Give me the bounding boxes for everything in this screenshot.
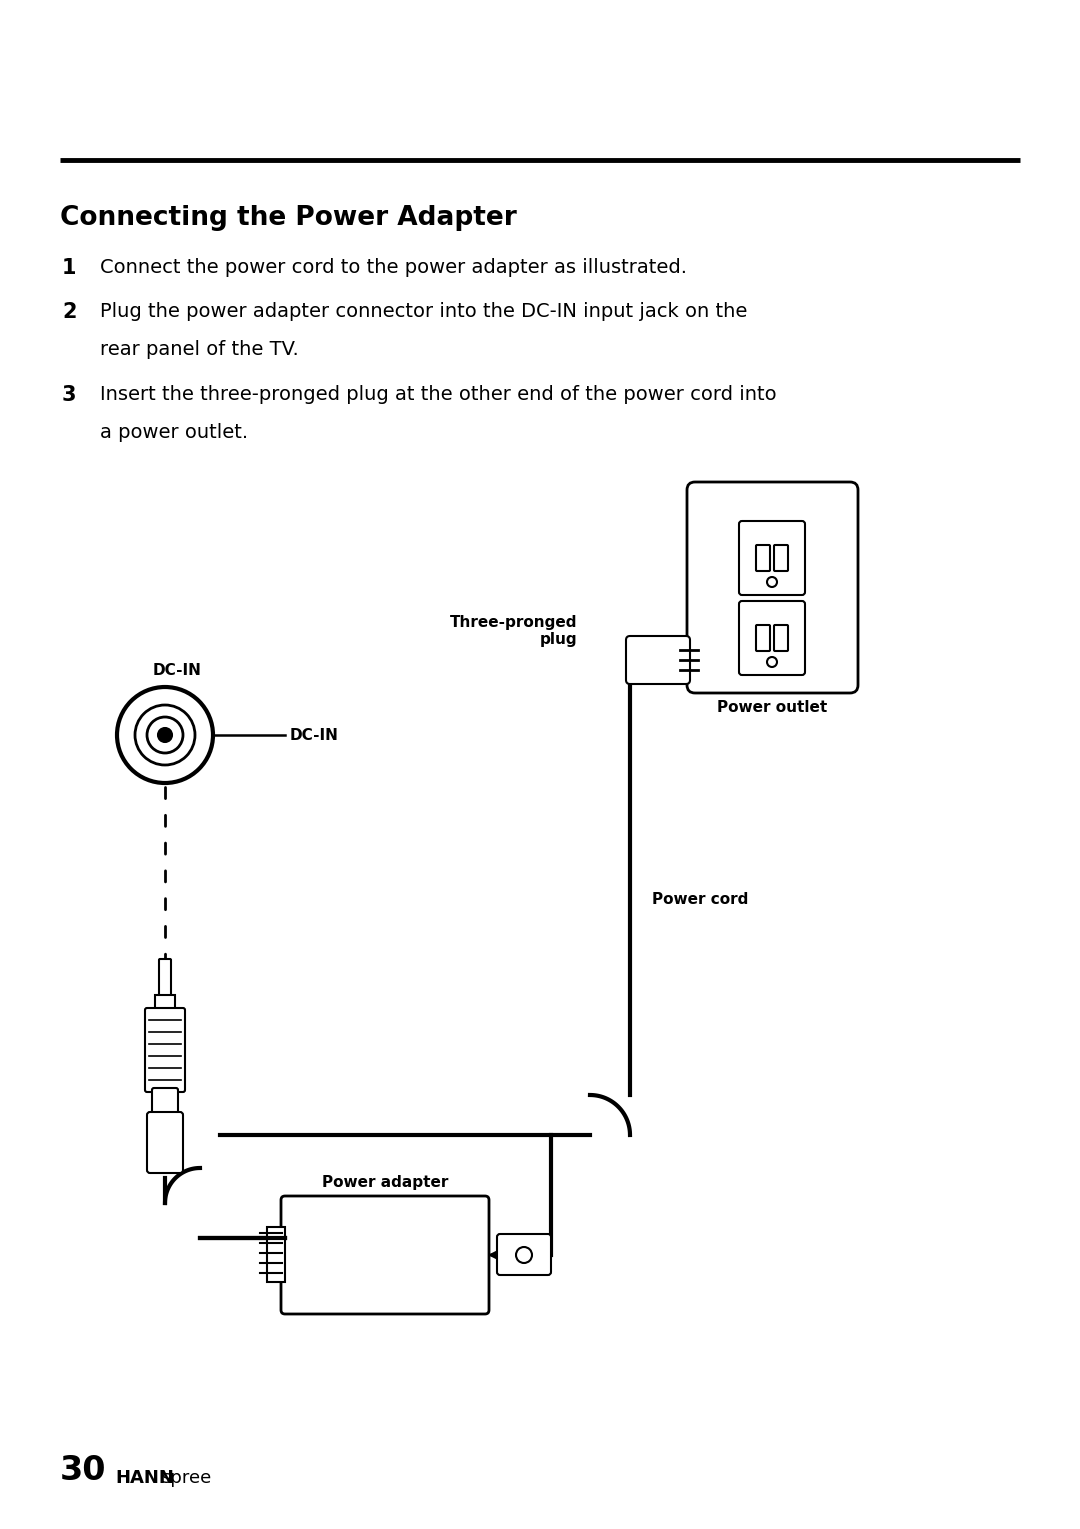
Text: 3: 3 <box>62 385 77 405</box>
Circle shape <box>767 657 777 667</box>
Text: Power adapter: Power adapter <box>322 1174 448 1190</box>
Circle shape <box>158 728 172 742</box>
Text: DC-IN: DC-IN <box>291 728 339 743</box>
Text: Three-pronged
plug: Three-pronged plug <box>449 615 577 647</box>
Text: HANN: HANN <box>114 1469 174 1488</box>
FancyBboxPatch shape <box>739 521 805 595</box>
Text: 2: 2 <box>62 303 77 323</box>
FancyBboxPatch shape <box>756 544 770 570</box>
FancyBboxPatch shape <box>739 601 805 674</box>
Text: Plug the power adapter connector into the DC-IN input jack on the: Plug the power adapter connector into th… <box>100 303 747 321</box>
FancyBboxPatch shape <box>281 1196 489 1313</box>
Text: 1: 1 <box>62 258 77 278</box>
Text: Power outlet: Power outlet <box>717 700 827 716</box>
FancyBboxPatch shape <box>147 1112 183 1173</box>
Circle shape <box>135 705 195 764</box>
Text: Power cord: Power cord <box>652 893 748 908</box>
FancyBboxPatch shape <box>159 959 171 995</box>
Text: spree: spree <box>161 1469 212 1488</box>
Text: rear panel of the TV.: rear panel of the TV. <box>100 339 299 359</box>
Text: DC-IN: DC-IN <box>153 664 202 677</box>
FancyBboxPatch shape <box>774 625 788 651</box>
Circle shape <box>767 576 777 587</box>
Bar <box>267 1226 285 1281</box>
FancyBboxPatch shape <box>497 1234 551 1275</box>
Text: Connect the power cord to the power adapter as illustrated.: Connect the power cord to the power adap… <box>100 258 687 277</box>
Circle shape <box>516 1248 532 1263</box>
FancyBboxPatch shape <box>756 625 770 651</box>
Text: Connecting the Power Adapter: Connecting the Power Adapter <box>60 205 516 231</box>
Circle shape <box>117 687 213 783</box>
FancyBboxPatch shape <box>145 1008 185 1092</box>
FancyBboxPatch shape <box>687 482 858 693</box>
Bar <box>156 995 175 1011</box>
Text: 30: 30 <box>60 1454 107 1488</box>
Circle shape <box>147 717 183 752</box>
Text: a power outlet.: a power outlet. <box>100 424 248 442</box>
FancyBboxPatch shape <box>152 1089 178 1118</box>
Text: Insert the three-pronged plug at the other end of the power cord into: Insert the three-pronged plug at the oth… <box>100 385 777 404</box>
FancyBboxPatch shape <box>774 544 788 570</box>
FancyBboxPatch shape <box>626 636 690 683</box>
